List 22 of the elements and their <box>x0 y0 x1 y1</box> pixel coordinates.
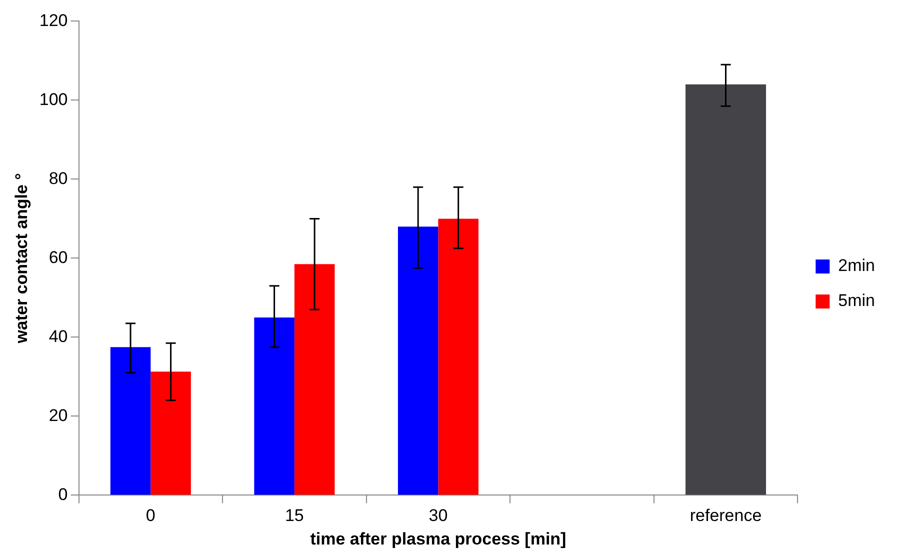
bar <box>294 264 335 495</box>
x-tick-label: 15 <box>284 506 304 526</box>
bar <box>254 317 294 495</box>
bar <box>110 347 151 495</box>
y-tick-label: 60 <box>48 248 68 267</box>
y-tick-label: 120 <box>39 10 68 30</box>
y-tick-label: 20 <box>48 406 68 425</box>
x-tick-label: 30 <box>428 506 448 526</box>
legend-label: 2min <box>838 256 876 276</box>
x-tick-label: 0 <box>146 506 156 526</box>
bar <box>150 372 191 495</box>
bar <box>686 84 766 495</box>
y-tick-label: 80 <box>48 168 68 188</box>
bar <box>398 226 438 495</box>
bar <box>438 218 478 495</box>
y-tick-label: 100 <box>39 90 68 109</box>
y-tick-label: 40 <box>48 326 68 346</box>
x-axis-title: time after plasma process [min] <box>310 529 566 548</box>
y-tick-label: 0 <box>58 484 68 504</box>
y-axis-title: water contact angle ° <box>12 172 31 344</box>
legend-label: 5min <box>838 291 876 310</box>
x-tick-label: reference <box>690 506 762 526</box>
